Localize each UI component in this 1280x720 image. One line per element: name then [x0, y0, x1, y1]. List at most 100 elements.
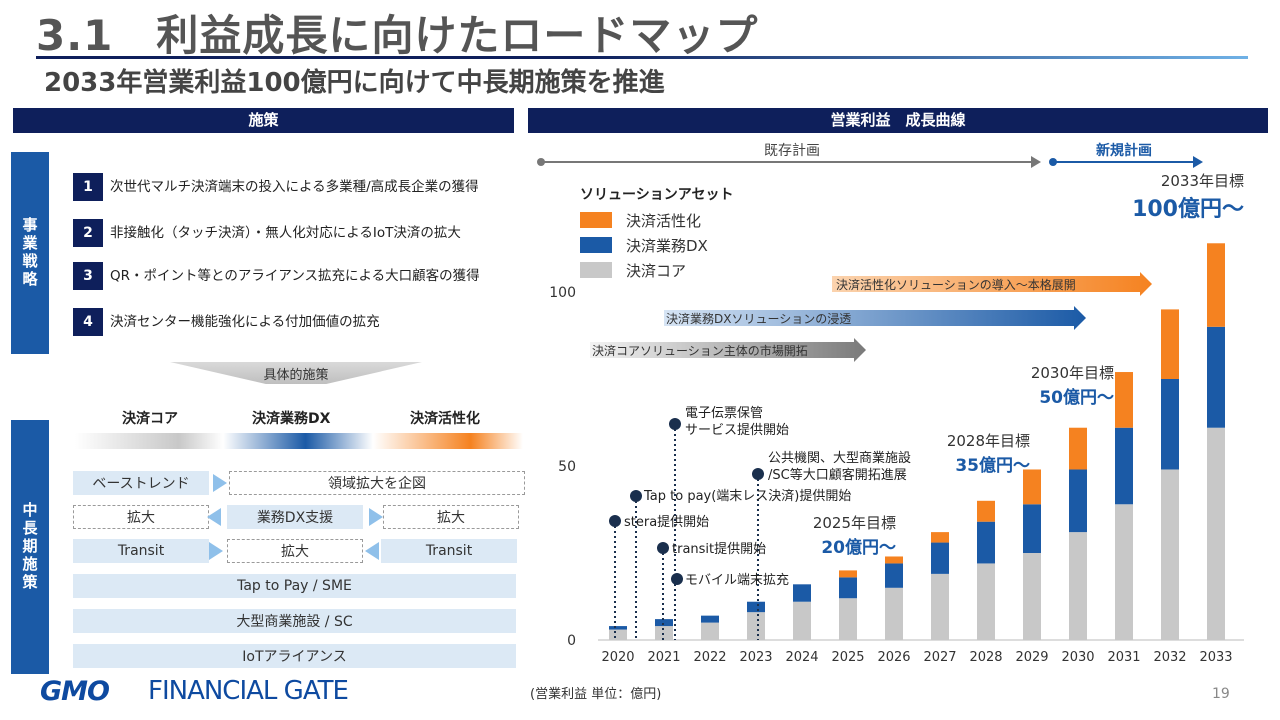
bar-2020-決済業務DX — [609, 626, 627, 630]
milestone-dot-2 — [630, 490, 642, 502]
x-tick-label-2022: 2022 — [693, 650, 726, 665]
bar-2020-決済コア — [609, 629, 627, 640]
strategy-text-1: 次世代マルチ決済端末の投入による多業種/高成長企業の獲得 — [110, 179, 479, 195]
existing-plan-arrowhead — [1031, 156, 1041, 168]
measures-heading: 施策 — [13, 108, 514, 133]
legend-swatch-dx — [580, 237, 612, 253]
milestone-dot-5 — [671, 573, 683, 585]
bar-2022-決済コア — [701, 622, 719, 640]
strategy-text-2: 非接触化（タッチ決済）・無人化対応によるIoT決済の拡大 — [110, 225, 461, 241]
milestone-dot-0 — [669, 418, 681, 430]
bar-2028-決済コア — [977, 563, 995, 640]
new-plan-label: 新規計画 — [1096, 143, 1152, 159]
iot-alliance-box: IoTアライアンス — [73, 644, 516, 668]
category-activation: 決済活性化 — [410, 411, 480, 427]
arrow-right-icon — [213, 474, 227, 492]
bar-2023-決済コア — [747, 612, 765, 640]
expand-left-box: 拡大 — [73, 505, 209, 529]
x-tick-label-2028: 2028 — [969, 650, 1002, 665]
x-tick-label-2025: 2025 — [831, 650, 864, 665]
target-2025-year: 2025年目標 — [812, 514, 896, 532]
target-2028-value: 35億円～ — [955, 456, 1030, 476]
bar-2030-決済活性化 — [1069, 427, 1087, 470]
bar-2030-決済コア — [1069, 532, 1087, 640]
large-commercial-box: 大型商業施設 / SC — [73, 609, 516, 633]
target-2030-year: 2030年目標 — [1030, 364, 1114, 382]
bar-2028-決済業務DX — [977, 521, 995, 564]
legend-swatch-activation — [580, 212, 612, 228]
page-number: 19 — [1212, 686, 1230, 702]
milestone-label-3-0: stera提供開始 — [624, 514, 709, 530]
bar-2024-決済業務DX — [793, 584, 811, 602]
bar-2027-決済コア — [931, 573, 949, 640]
operating-profit-chart: 0 50 100 決済活性化ソリューションの導入～本格展開決済業務DXソリューションの… — [549, 243, 1244, 665]
x-tick-label-2023: 2023 — [739, 650, 772, 665]
expand-center-box: 拡大 — [227, 539, 363, 563]
strategy-number-4: 4 — [73, 308, 103, 336]
target-2030: 2030年目標 50億円～ — [998, 362, 1114, 408]
bar-2029-決済業務DX — [1023, 504, 1041, 553]
x-tick-label-2026: 2026 — [877, 650, 910, 665]
milestone-dot-4 — [657, 542, 669, 554]
bar-2031-決済活性化 — [1115, 372, 1133, 428]
arrow-left-icon — [365, 542, 379, 560]
dx-support-box: 業務DX支援 — [227, 505, 363, 529]
arrow-right-icon — [209, 542, 223, 560]
title-divider — [36, 56, 1248, 59]
bar-2023-決済業務DX — [747, 601, 765, 613]
target-2033-value: 100億円～ — [1132, 197, 1244, 222]
gmo-logo: GMO — [40, 676, 110, 707]
x-tick-label-2027: 2027 — [923, 650, 956, 665]
milestone-label-2-0: Tap to pay(端末レス決済)提供開始 — [643, 488, 851, 504]
bar-2027-決済活性化 — [931, 532, 949, 543]
growth-arrow-1 — [664, 306, 1086, 330]
core-gradient-bar — [75, 433, 223, 449]
legend-swatch-core — [580, 262, 612, 278]
arrow-left-icon — [207, 508, 221, 526]
milestone-label-0-0: 電子伝票保管 — [685, 406, 763, 421]
x-tick-label-2030: 2030 — [1061, 650, 1094, 665]
target-2033: 2033年目標 100億円～ — [1100, 170, 1244, 223]
target-2025: 2025年目標 20億円～ — [780, 512, 896, 558]
bar-2026-決済コア — [885, 587, 903, 640]
milestone-dot-3 — [609, 515, 621, 527]
financial-gate-logo: FINANCIAL GATE — [148, 676, 349, 706]
strategy-text-3: QR・ポイント等とのアライアンス拡充による大口顧客の獲得 — [110, 268, 480, 284]
category-core: 決済コア — [122, 411, 178, 427]
growth-curve-heading: 営業利益 成長曲線 — [528, 108, 1268, 133]
unit-note: (営業利益 単位：億円) — [530, 687, 662, 702]
page-subtitle: 2033年営業利益100億円に向けて中長期施策を推進 — [44, 68, 665, 98]
growth-arrow-label-2: 決済コアソリューション主体の市場開拓 — [592, 343, 808, 358]
category-dx: 決済業務DX — [252, 411, 331, 427]
strategy-number-3: 3 — [73, 262, 103, 290]
bar-2029-決済活性化 — [1023, 469, 1041, 505]
target-2025-value: 20億円～ — [821, 538, 896, 558]
bar-2032-決済業務DX — [1161, 379, 1179, 470]
bar-2032-決済活性化 — [1161, 309, 1179, 379]
funnel-label: 具体的施策 — [263, 368, 329, 383]
transit-left-box: Transit — [73, 539, 209, 563]
bar-2025-決済活性化 — [839, 570, 857, 578]
x-tick-label-2029: 2029 — [1015, 650, 1048, 665]
bar-2031-決済コア — [1115, 504, 1133, 640]
x-tick-label-2032: 2032 — [1153, 650, 1186, 665]
growth-arrow-2 — [590, 338, 866, 362]
bar-2031-決済業務DX — [1115, 427, 1133, 505]
growth-arrow-0 — [832, 272, 1152, 296]
base-trend-box: ベーストレンド — [73, 471, 209, 495]
milestone-label-1-1: /SC等大口顧客開拓進展 — [768, 467, 907, 483]
bar-2033-決済活性化 — [1207, 243, 1225, 327]
x-tick-label-2020: 2020 — [601, 650, 634, 665]
target-2028: 2028年目標 35億円～ — [910, 430, 1030, 476]
milestone-label-4-0: transit提供開始 — [672, 541, 766, 557]
legend-label-dx: 決済業務DX — [626, 237, 708, 255]
legend-label-activation: 決済活性化 — [626, 212, 702, 230]
page-title: 3.1 利益成長に向けたロードマップ — [36, 11, 759, 60]
target-2028-year: 2028年目標 — [946, 432, 1030, 450]
activation-gradient-bar — [373, 433, 523, 449]
bar-2024-決済コア — [793, 601, 811, 640]
new-plan-arrowhead — [1193, 156, 1203, 168]
strategy-side-tab: 事業戦略 — [11, 152, 49, 354]
bar-2030-決済業務DX — [1069, 469, 1087, 533]
legend-title: ソリューションアセット — [580, 187, 734, 203]
